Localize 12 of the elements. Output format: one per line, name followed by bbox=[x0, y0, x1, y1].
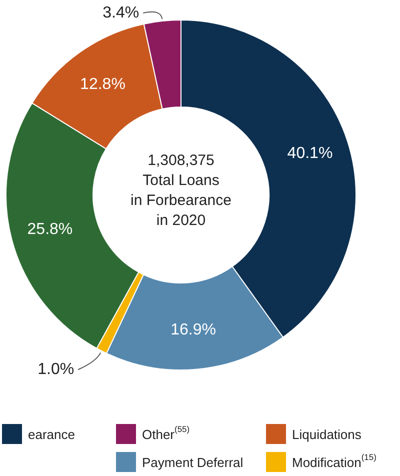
legend-label: Modification$^{(15)}$ bbox=[292, 452, 377, 470]
legend-label: Payment Deferral bbox=[142, 454, 244, 470]
data-label: 40.1% bbox=[287, 145, 333, 162]
legend-label: earance bbox=[28, 426, 75, 442]
data-label: 3.4% bbox=[102, 4, 140, 22]
data-label: 12.8% bbox=[80, 76, 126, 93]
legend-label: Liquidations bbox=[292, 426, 362, 442]
data-label: 25.8% bbox=[27, 221, 73, 238]
data-label: 16.9% bbox=[170, 321, 216, 338]
text: 1,308,375 Total Loans in Forbearance in 2020 bbox=[130, 152, 232, 229]
legend-label: Other$^{(55)}$ bbox=[142, 424, 190, 442]
data-label: 1.0% bbox=[38, 361, 74, 378]
